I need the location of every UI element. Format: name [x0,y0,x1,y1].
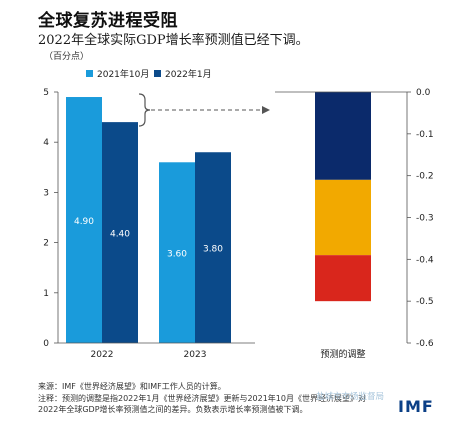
watermark-text: 盐城市市场监督局 [316,392,385,402]
bracket-arrow [138,93,270,127]
chart-title: 全球复苏进程受阻 [38,11,178,31]
adjustment-segment [315,255,371,302]
y-tick-label: 0 [43,339,49,349]
adjustment-segment [315,179,371,256]
right-y-tick-label: -0.1 [416,130,434,140]
arrow-head [262,106,270,114]
unit-label: （百分点） [44,52,90,62]
right-y-tick-label: -0.3 [416,214,434,224]
bar-value-label: 4.90 [74,217,94,227]
x-tick-label: 2023 [184,350,207,360]
bar [102,122,138,344]
legend-swatch-oct2021 [86,70,93,77]
right-x-tick-label: 预测的调整 [320,348,365,360]
bracket [138,93,151,127]
left-chart: 0 1 2 3 4 5 4.90 4.40 2022 3.60 3.80 2023 [43,88,231,360]
y-tick-label: 5 [43,88,49,98]
legend: 2021年10月 2022年1月 [86,68,212,80]
right-y-tick-label: -0.6 [416,339,434,349]
bar [66,97,102,344]
adjustment-segment [315,92,371,180]
legend-label-jan2022: 2022年1月 [165,68,212,80]
bar [195,152,231,343]
y-tick-label: 4 [43,138,49,148]
footnote-source: 来源：IMF《世界经济展望》和IMF工作人员的计算。 [38,382,226,391]
x-tick-label: 2022 [91,350,114,360]
y-tick-label: 1 [43,289,49,299]
y-tick-label: 2 [43,239,49,249]
footnote-note-2: 2022年全球GDP增长率预测值之间的差异。负数表示增长率预测值被下调。 [38,405,308,414]
right-y-tick-label: 0.0 [416,88,431,98]
y-tick-label: 3 [43,188,49,198]
bar [159,162,195,343]
bar-value-label: 3.60 [167,250,187,260]
bar-value-label: 4.40 [110,230,130,240]
bar-value-label: 3.80 [203,245,223,255]
right-y-tick-label: -0.2 [416,172,434,182]
right-y-tick-label: -0.4 [416,255,434,265]
legend-swatch-jan2022 [154,70,161,77]
right-chart: 0.0 -0.1 -0.2 -0.3 -0.4 -0.5 -0.6 预测的调整 [315,88,434,360]
chart-subtitle: 2022年全球实际GDP增长率预测值已经下调。 [38,33,309,48]
footnote-note-1: 注释：预测的调整是指2022年1月《世界经济展望》更新与2021年10月《世界经… [38,394,366,403]
imf-logo: IMF [398,397,434,416]
legend-label-oct2021: 2021年10月 [97,68,149,80]
right-y-tick-label: -0.5 [416,297,434,307]
